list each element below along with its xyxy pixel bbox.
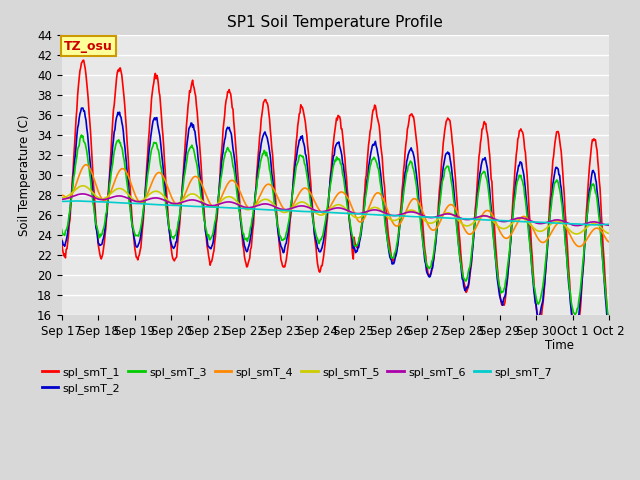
spl_smT_2 bbox=[180, 165, 188, 170]
spl_smT_7 bbox=[180, 203, 188, 209]
spl_smT_3 bbox=[403, 169, 410, 175]
spl_smT_7 bbox=[58, 199, 65, 204]
spl_smT_1 bbox=[68, 192, 76, 198]
spl_smT_3 bbox=[58, 227, 65, 232]
spl_smT_4 bbox=[209, 204, 217, 210]
spl_smT_5 bbox=[180, 196, 188, 202]
spl_smT_6 bbox=[605, 222, 613, 228]
spl_smT_5 bbox=[419, 216, 426, 221]
spl_smT_5 bbox=[68, 191, 76, 196]
spl_smT_6 bbox=[180, 199, 188, 204]
Y-axis label: Soil Temperature (C): Soil Temperature (C) bbox=[19, 114, 31, 236]
spl_smT_6 bbox=[58, 196, 65, 202]
spl_smT_1 bbox=[403, 136, 410, 142]
spl_smT_2 bbox=[209, 240, 217, 245]
spl_smT_2 bbox=[605, 330, 613, 336]
spl_smT_7 bbox=[605, 221, 613, 227]
spl_smT_3 bbox=[180, 174, 188, 180]
spl_smT_6 bbox=[403, 210, 410, 216]
spl_smT_7 bbox=[125, 200, 132, 206]
spl_smT_5 bbox=[58, 195, 65, 201]
spl_smT_1 bbox=[419, 219, 426, 225]
spl_smT_2 bbox=[68, 193, 76, 199]
Line: spl_smT_1: spl_smT_1 bbox=[61, 60, 609, 336]
spl_smT_4 bbox=[58, 192, 65, 198]
spl_smT_1 bbox=[209, 251, 217, 257]
spl_smT_5 bbox=[573, 231, 580, 237]
spl_smT_4 bbox=[125, 174, 132, 180]
spl_smT_2 bbox=[403, 158, 410, 164]
Title: SP1 Soil Temperature Profile: SP1 Soil Temperature Profile bbox=[227, 15, 444, 30]
Line: spl_smT_4: spl_smT_4 bbox=[61, 165, 609, 247]
spl_smT_6 bbox=[419, 213, 426, 218]
Line: spl_smT_6: spl_smT_6 bbox=[61, 194, 609, 226]
spl_smT_6 bbox=[125, 196, 132, 202]
spl_smT_1 bbox=[80, 58, 88, 63]
spl_smT_4 bbox=[68, 192, 76, 198]
spl_smT_6 bbox=[68, 194, 76, 200]
spl_smT_4 bbox=[419, 208, 426, 214]
Legend: spl_smT_1, spl_smT_2, spl_smT_3, spl_smT_4, spl_smT_5, spl_smT_6, spl_smT_7: spl_smT_1, spl_smT_2, spl_smT_3, spl_smT… bbox=[37, 362, 557, 399]
X-axis label: Time: Time bbox=[545, 339, 575, 352]
spl_smT_3 bbox=[209, 229, 217, 235]
spl_smT_1 bbox=[180, 156, 188, 162]
spl_smT_7 bbox=[209, 204, 217, 210]
spl_smT_2 bbox=[125, 185, 132, 191]
spl_smT_7 bbox=[590, 222, 598, 228]
spl_smT_6 bbox=[573, 223, 581, 228]
spl_smT_6 bbox=[209, 203, 217, 208]
spl_smT_5 bbox=[403, 209, 410, 215]
Line: spl_smT_7: spl_smT_7 bbox=[61, 201, 609, 225]
Text: TZ_osu: TZ_osu bbox=[65, 39, 113, 52]
spl_smT_3 bbox=[77, 132, 85, 138]
spl_smT_5 bbox=[209, 204, 217, 210]
spl_smT_2 bbox=[58, 239, 65, 244]
spl_smT_1 bbox=[125, 163, 132, 168]
spl_smT_7 bbox=[403, 213, 410, 219]
spl_smT_7 bbox=[68, 198, 76, 204]
spl_smT_7 bbox=[419, 214, 426, 220]
Line: spl_smT_3: spl_smT_3 bbox=[61, 135, 609, 321]
spl_smT_6 bbox=[78, 191, 86, 197]
Line: spl_smT_5: spl_smT_5 bbox=[61, 186, 609, 234]
spl_smT_2 bbox=[78, 105, 86, 111]
spl_smT_3 bbox=[125, 194, 132, 200]
spl_smT_5 bbox=[79, 183, 87, 189]
spl_smT_4 bbox=[575, 244, 583, 250]
spl_smT_3 bbox=[605, 318, 613, 324]
Line: spl_smT_2: spl_smT_2 bbox=[61, 108, 609, 333]
spl_smT_5 bbox=[605, 231, 613, 237]
spl_smT_4 bbox=[403, 207, 410, 213]
spl_smT_1 bbox=[58, 236, 65, 242]
spl_smT_3 bbox=[68, 195, 76, 201]
spl_smT_7 bbox=[73, 198, 81, 204]
spl_smT_1 bbox=[571, 333, 579, 339]
spl_smT_2 bbox=[419, 235, 426, 240]
spl_smT_1 bbox=[605, 333, 613, 339]
spl_smT_4 bbox=[605, 239, 613, 245]
spl_smT_4 bbox=[82, 162, 90, 168]
spl_smT_3 bbox=[419, 238, 426, 244]
spl_smT_5 bbox=[125, 192, 132, 198]
spl_smT_4 bbox=[180, 193, 188, 199]
